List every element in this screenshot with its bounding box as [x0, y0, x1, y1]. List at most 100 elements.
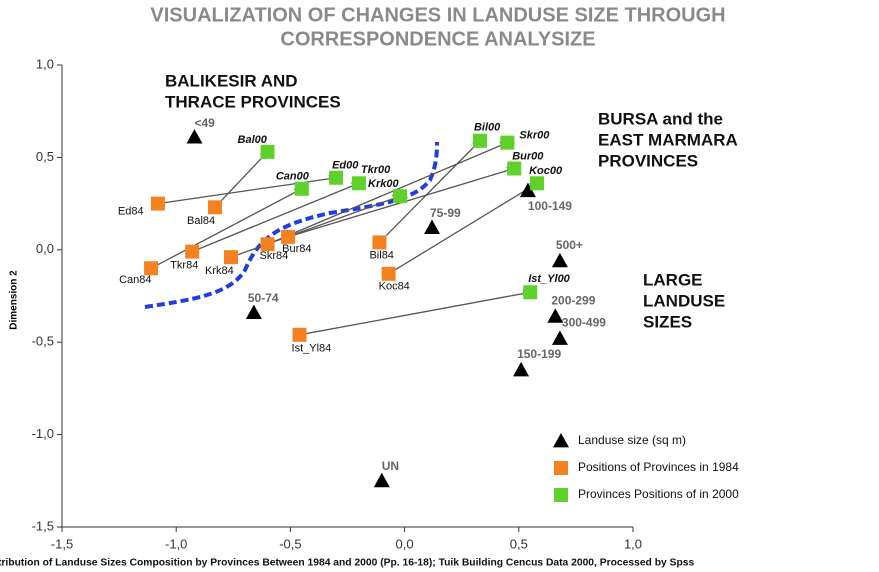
boundary-curve: [144, 141, 439, 309]
legend-label: Positions of Provinces in 1984: [578, 460, 739, 474]
annotation: EAST MARMARA: [598, 130, 738, 149]
point-label: 50-74: [248, 291, 279, 305]
triangle-point: [547, 308, 564, 323]
legend-swatch: [553, 433, 569, 448]
point-label: Bil00: [474, 122, 501, 134]
square-point: [292, 327, 307, 342]
arrow: [267, 141, 509, 245]
annotation: BALIKESIR AND: [165, 71, 298, 90]
point-label: 75-99: [430, 206, 461, 220]
y-tick-label: 1,0: [36, 56, 54, 71]
square-point: [351, 176, 366, 191]
y-tick-label: -0,5: [32, 334, 54, 349]
arrow: [388, 182, 538, 275]
square-point: [530, 176, 545, 191]
point-label: Koc00: [529, 165, 563, 177]
point-label: 150-199: [517, 347, 561, 361]
point-label: UN: [382, 459, 399, 473]
point-label: 100-149: [528, 199, 572, 213]
square-point: [472, 133, 487, 148]
point-label: Krk84: [205, 265, 234, 277]
annotation: THRACE PROVINCES: [165, 92, 341, 111]
chart-title: CORRESPONDENCE ANALYSIZE: [280, 28, 595, 50]
triangle-point: [513, 361, 530, 377]
legend: Landuse size (sq m) Positions of Province…: [553, 433, 739, 502]
square-point: [144, 261, 159, 276]
triangle-point: [373, 472, 390, 488]
triangle-point: [551, 330, 568, 345]
triangle-point: [424, 219, 441, 235]
square-point: [224, 250, 239, 265]
square-point: [208, 200, 223, 215]
legend-swatch: [554, 488, 568, 502]
point-label: 500+: [556, 238, 583, 252]
square-point: [260, 144, 275, 159]
x-tick-label: 0,0: [396, 536, 414, 551]
annotation: LANDUSE: [643, 291, 725, 310]
point-label: Bur00: [512, 150, 544, 162]
point-label: Ist_Yl84: [292, 343, 332, 355]
point-label: Koc84: [379, 281, 410, 293]
y-axis-label: Dimension 2: [9, 270, 20, 330]
square-point: [393, 189, 408, 204]
arrow: [299, 289, 532, 336]
arrow: [157, 174, 338, 205]
x-tick-label: -1,0: [165, 536, 187, 551]
x-tick-label: -0,5: [279, 536, 301, 551]
point-label: Tkr84: [170, 260, 198, 272]
triangle-point: [186, 129, 203, 144]
square-point: [281, 229, 296, 244]
chart-title: VISUALIZATION OF CHANGES IN LANDUSE SIZE…: [150, 4, 725, 26]
point-label: Tkr00: [361, 164, 391, 176]
point-label: Krk00: [368, 178, 399, 190]
point-label: Ist_Yl00: [528, 273, 570, 285]
square-point: [185, 244, 200, 259]
point-label: Bal84: [187, 215, 215, 227]
point-label: Skr84: [260, 250, 289, 262]
square-point: [329, 170, 344, 185]
square-point: [294, 181, 309, 196]
point-label: Skr00: [519, 130, 550, 142]
triangle-point: [519, 182, 536, 198]
point-label: Can00: [276, 171, 310, 183]
point-label: <49: [194, 116, 215, 130]
arrow: [214, 151, 269, 208]
annotation: SIZES: [643, 312, 692, 331]
point-label: 200-299: [551, 293, 595, 307]
legend-label: Provinces Positions of in 2000: [578, 487, 739, 501]
triangle-point: [551, 252, 568, 268]
annotation: LARGE: [643, 270, 703, 289]
point-label: Ed84: [118, 206, 144, 218]
square-point: [381, 266, 396, 281]
x-tick-label: 1,0: [624, 536, 642, 551]
y-tick-label: -1,0: [32, 426, 54, 441]
square-point: [260, 237, 275, 252]
y-tick-label: -1,5: [32, 518, 54, 533]
legend-label: Landuse size (sq m): [578, 433, 686, 447]
arrow: [379, 140, 481, 243]
annotation: BURSA and the: [598, 109, 723, 128]
y-tick-label: 0,0: [36, 241, 54, 256]
arrow: [191, 182, 360, 253]
arrow: [150, 188, 303, 269]
point-label: Bil84: [369, 249, 393, 261]
caption: tribution of Landuse Sizes Composition b…: [0, 558, 694, 569]
legend-swatch: [554, 461, 568, 475]
square-point: [507, 161, 522, 176]
square-point: [372, 235, 387, 250]
arrow: [230, 194, 401, 258]
x-tick-label: -1,5: [51, 536, 73, 551]
point-label: Bur84: [282, 243, 311, 255]
square-point: [523, 285, 538, 300]
y-tick-label: 0,5: [36, 149, 54, 164]
annotation: PROVINCES: [598, 151, 698, 170]
triangle-point: [245, 304, 262, 320]
square-point: [150, 196, 165, 211]
point-label: Ed00: [332, 160, 359, 172]
x-tick-label: 0,5: [510, 536, 528, 551]
point-label: 300-499: [562, 316, 606, 330]
point-label: Bal00: [238, 134, 268, 146]
point-label: Can84: [119, 274, 151, 286]
square-point: [500, 135, 515, 150]
